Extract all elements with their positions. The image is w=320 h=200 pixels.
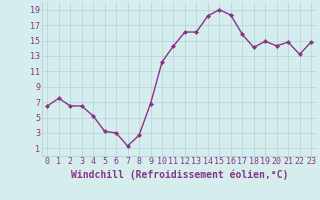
X-axis label: Windchill (Refroidissement éolien,°C): Windchill (Refroidissement éolien,°C): [70, 169, 288, 180]
